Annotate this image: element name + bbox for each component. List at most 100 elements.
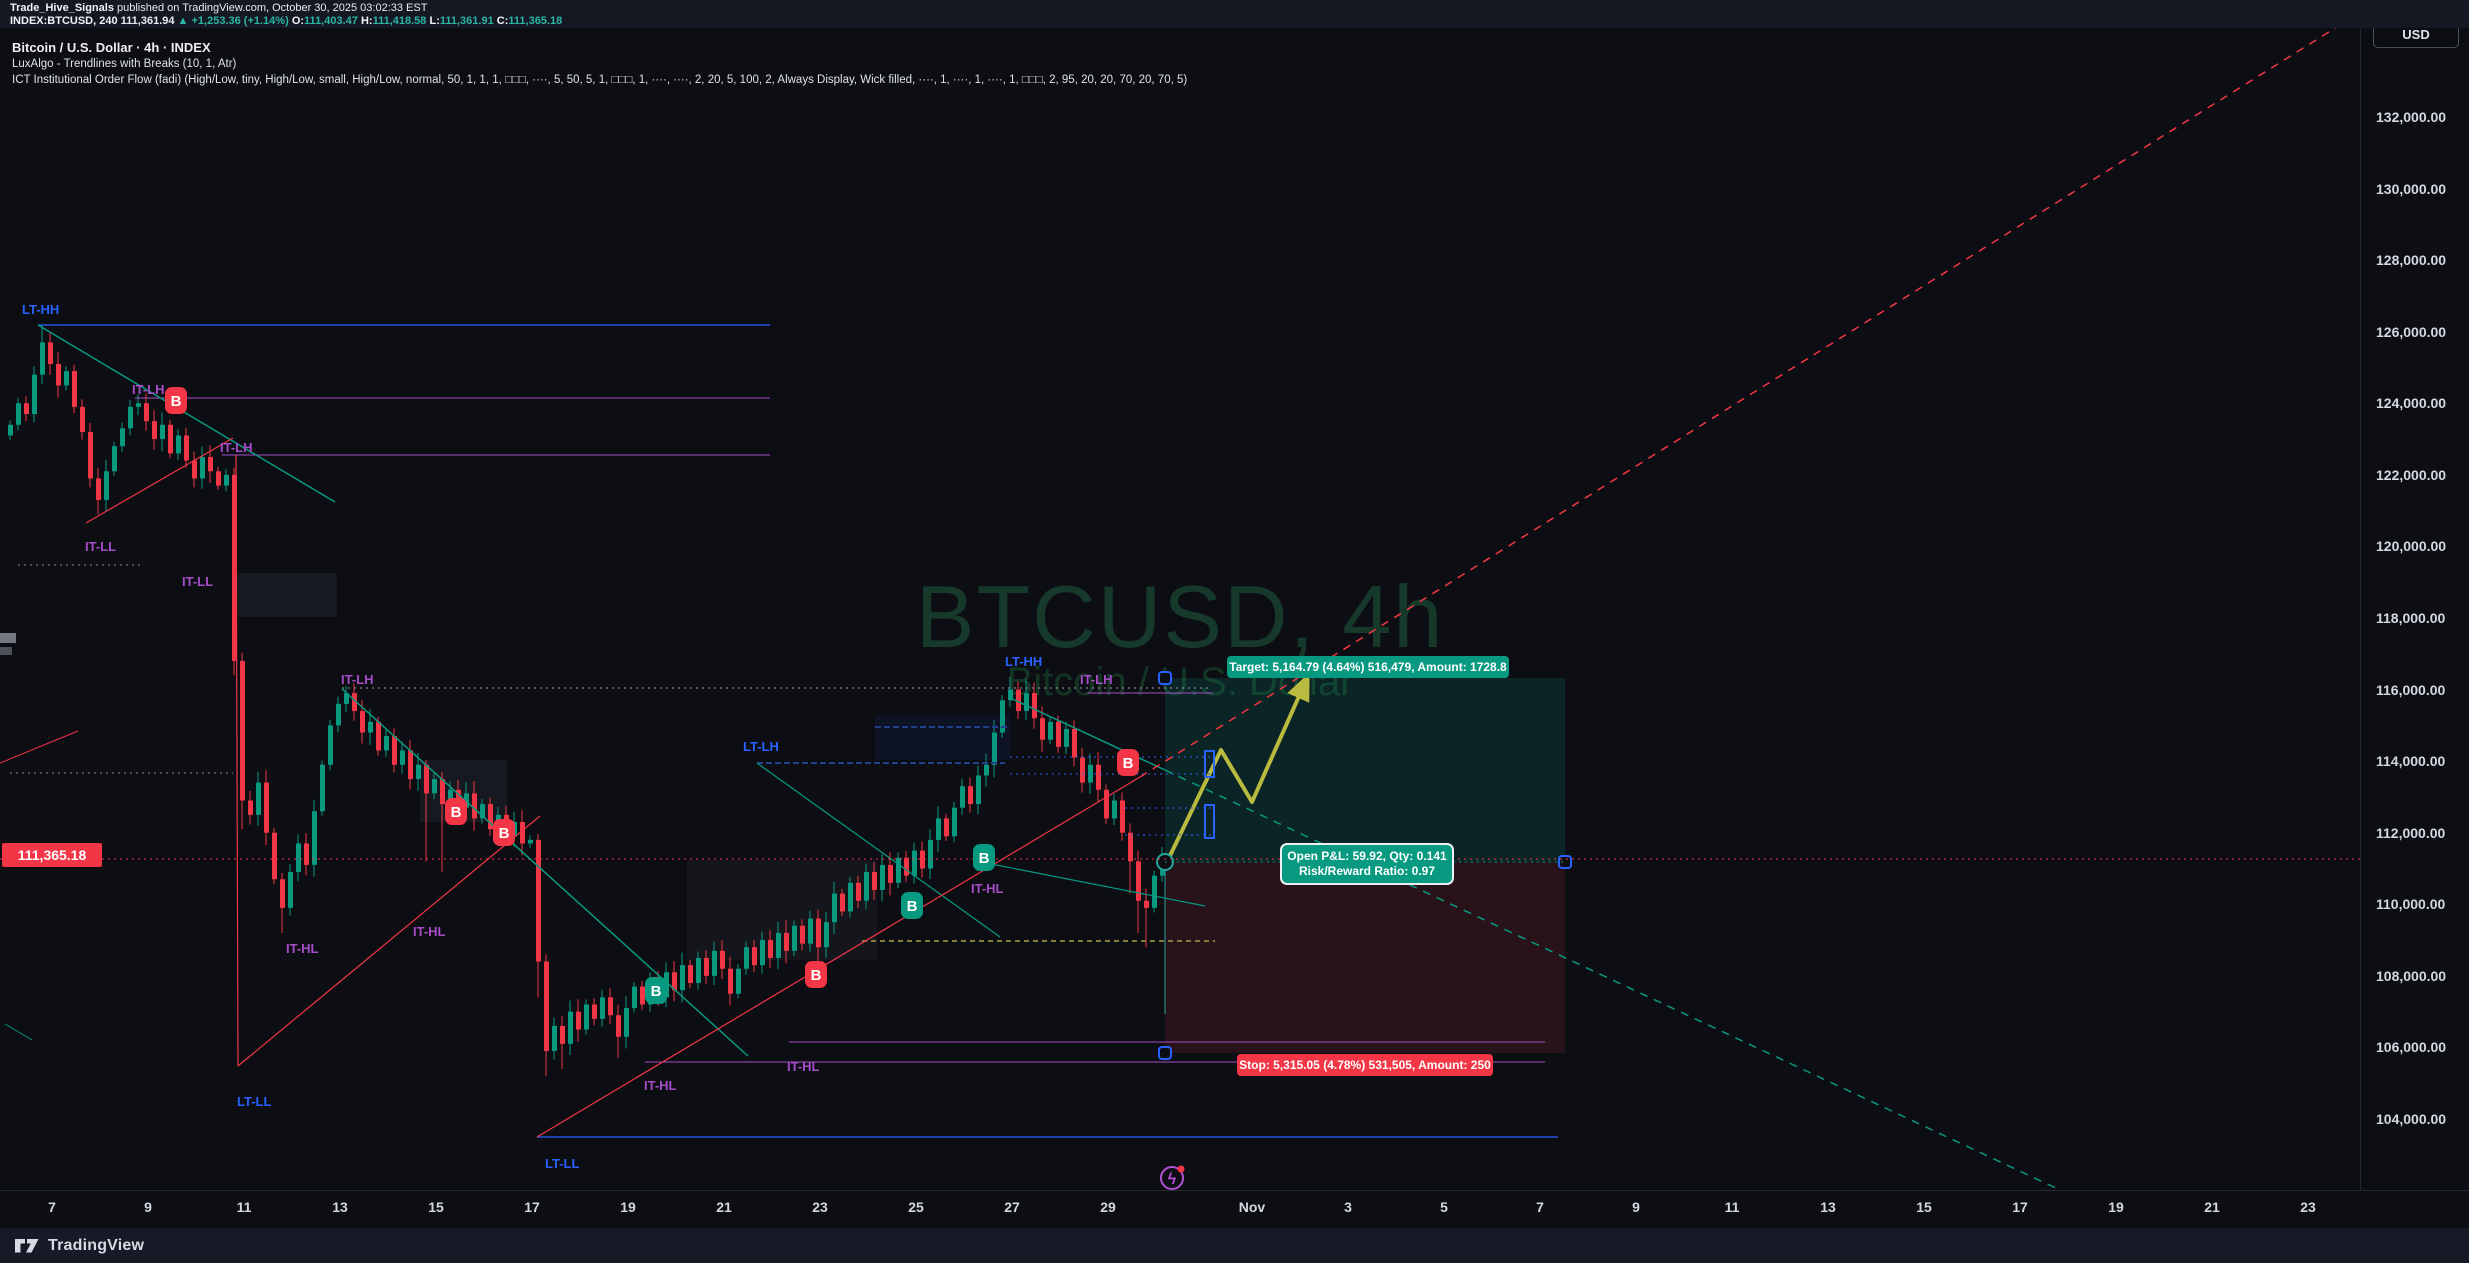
time-tick: 21 — [716, 1199, 732, 1215]
price-tick: 132,000.00 — [2376, 109, 2447, 125]
price-tick: 118,000.00 — [2376, 610, 2446, 626]
time-tick: 21 — [2204, 1199, 2220, 1215]
swing-label: IT-HL — [644, 1078, 677, 1093]
svg-text:ϟ: ϟ — [1168, 1171, 1177, 1188]
open-pnl-box[interactable]: Open P&L: 59.92, Qty: 0.141 Risk/Reward … — [1280, 843, 1454, 885]
price-tick: 122,000.00 — [2376, 466, 2447, 483]
price-tick: 124,000.00 — [2376, 395, 2447, 412]
swing-label: IT-LH — [220, 440, 253, 455]
footer-bar: TradingView — [0, 1228, 2469, 1263]
price-tick: 112,000.00 — [2376, 824, 2446, 841]
time-tick: 13 — [332, 1199, 348, 1215]
swing-label: IT-LH — [1080, 672, 1113, 687]
break-badge — [973, 844, 995, 871]
swing-label: LT-LL — [237, 1094, 271, 1109]
price-tick: 128,000.00 — [2376, 252, 2447, 269]
target-label[interactable]: Target: 5,164.79 (4.64%) 516,479, Amount… — [1227, 656, 1509, 678]
time-tick: 23 — [812, 1199, 828, 1215]
pnl-line: Open P&L: 59.92, Qty: 0.141 — [1287, 849, 1447, 863]
svg-text:B: B — [651, 983, 662, 1000]
time-tick: 29 — [1100, 1199, 1116, 1215]
svg-text:B: B — [907, 898, 918, 915]
time-tick: 9 — [1632, 1199, 1640, 1215]
tradingview-brand-text[interactable]: TradingView — [48, 1236, 145, 1254]
publish-header: Trade_Hive_Signals published on TradingV… — [0, 0, 2469, 28]
swing-labels: LT-HH IT-LH IT-LH IT-LL IT-LL IT-LH IT-HL IT-HL… — [22, 302, 1113, 1171]
svg-text:B: B — [171, 393, 182, 410]
svg-text:B: B — [811, 967, 822, 984]
open-value: 111,403.47 — [304, 15, 358, 27]
break-badge — [165, 387, 187, 414]
swing-label: IT-HL — [971, 881, 1004, 896]
price-tick: 126,000.00 — [2376, 323, 2447, 340]
break-badge — [901, 892, 923, 919]
candles-layer — [8, 324, 1165, 1077]
long-position-tool[interactable] — [1156, 671, 1572, 1060]
price-tick: 114,000.00 — [2376, 753, 2446, 770]
break-badges: B B B B B B B B — [165, 387, 1139, 1004]
current-price-tag: 111,365.18 — [2, 843, 102, 868]
low-label: L: — [429, 15, 440, 27]
break-badge — [805, 961, 827, 988]
up-arrow-icon: ▲ — [177, 15, 189, 27]
price-tick: 110,000.00 — [2376, 896, 2446, 913]
publish-info: Trade_Hive_Signals published on TradingV… — [10, 2, 427, 14]
price-tick: 116,000.00 — [2376, 681, 2446, 698]
price-axis[interactable]: USD 132,000.00 130,000.00 128,000.00 126,00… — [2360, 0, 2469, 1190]
time-tick: 19 — [2108, 1199, 2124, 1215]
high-label: H: — [360, 15, 373, 27]
time-tick: 17 — [2012, 1199, 2028, 1215]
price-tick: 104,000.00 — [2376, 1111, 2447, 1127]
time-tick: 9 — [144, 1199, 152, 1215]
time-tick: 7 — [48, 1199, 56, 1215]
indicator-ict-orderflow[interactable]: ICT Institutional Order Flow (fadi) (Hig… — [12, 74, 1188, 86]
price-tick: 130,000.00 — [2376, 180, 2447, 197]
break-badge — [645, 977, 667, 1004]
swing-label: IT-HL — [787, 1059, 820, 1074]
chart-legend: Bitcoin / U.S. Dollar · 4h · INDEX LuxAl… — [12, 40, 1187, 88]
time-tick: 15 — [1916, 1199, 1932, 1215]
watermark-symbol: BTCUSD, 4h — [915, 567, 1445, 666]
price-tick: 106,000.00 — [2376, 1039, 2447, 1056]
trendlines-and-levels — [0, 24, 2360, 1191]
position-handle[interactable] — [1158, 1046, 1172, 1060]
time-tick: 3 — [1344, 1199, 1352, 1215]
price-tick: 120,000.00 — [2376, 538, 2447, 555]
swing-label: LT-LL — [545, 1156, 579, 1171]
swing-label: IT-HL — [413, 924, 446, 939]
time-tick: 13 — [1820, 1199, 1836, 1215]
time-tick: 27 — [1004, 1199, 1020, 1215]
swing-label: IT-HL — [286, 941, 319, 956]
publish-text: published on TradingView.com, October 30… — [113, 2, 428, 14]
refresh-icon[interactable]: ϟ — [1160, 1165, 1185, 1190]
time-tick: 23 — [2300, 1199, 2316, 1215]
symbol-title[interactable]: Bitcoin / U.S. Dollar · 4h · INDEX — [12, 40, 211, 55]
projection-arrow — [1164, 672, 1310, 865]
time-axis[interactable]: 7 9 11 13 15 17 19 21 23 25 27 29 Nov 3 5 7 9 11 13 15 17 19 2… — [0, 1190, 2469, 1229]
break-badge — [445, 798, 467, 825]
stop-label[interactable]: Stop: 5,315.05 (4.78%) 531,505, Amount: … — [1237, 1054, 1493, 1076]
time-tick: Nov — [1238, 1199, 1266, 1215]
ticker-summary: INDEX:BTCUSD, 240 111,361.94 ▲ +1,253.36… — [10, 15, 562, 27]
indicator-luxalgo[interactable]: LuxAlgo - Trendlines with Breaks (10, 1,… — [12, 58, 237, 70]
swing-label: IT-LL — [85, 539, 116, 554]
swing-label: IT-LH — [132, 382, 165, 397]
close-value: 111,365.18 — [508, 15, 563, 27]
ticker-symbol[interactable]: INDEX:BTCUSD, 240 — [10, 15, 118, 27]
close-label: C: — [496, 15, 509, 27]
time-tick: 19 — [620, 1199, 636, 1215]
svg-text:B: B — [979, 850, 990, 867]
swing-label: IT-LL — [182, 574, 213, 589]
high-value: 111,418.58 — [372, 15, 427, 27]
time-tick: 25 — [908, 1199, 924, 1215]
open-label: O: — [291, 15, 305, 27]
price-tick: 108,000.00 — [2376, 967, 2447, 984]
time-tick: 11 — [236, 1199, 252, 1215]
tradingview-logo-icon[interactable] — [14, 1237, 40, 1254]
swing-label: LT-HH — [22, 302, 59, 317]
swing-label: LT-LH — [743, 739, 779, 754]
break-badge — [1117, 749, 1139, 776]
position-handle[interactable] — [1158, 671, 1172, 685]
